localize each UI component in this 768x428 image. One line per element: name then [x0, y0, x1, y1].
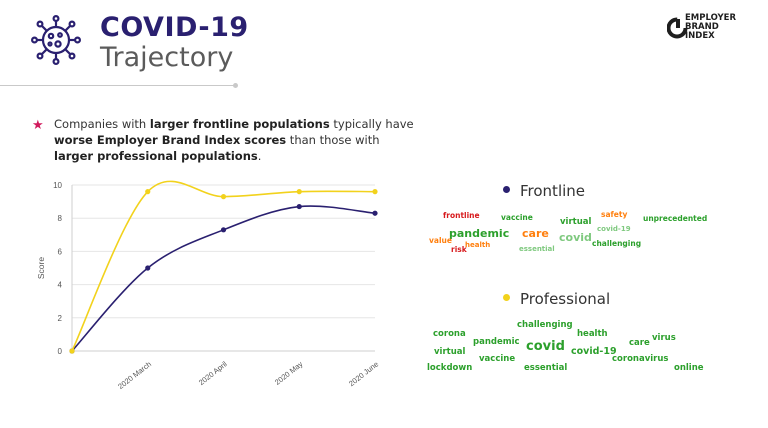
frontline-word: essential	[519, 245, 555, 253]
frontline-word: care	[522, 227, 549, 240]
frontline-word: risk	[451, 245, 467, 254]
key-insight: Companies with larger frontline populati…	[54, 116, 414, 164]
series-line-professional	[71, 180, 376, 352]
logo-text-line: EMPLOYER	[685, 13, 737, 23]
professional-word: lockdown	[427, 363, 473, 373]
legend-professional-label: Professional	[520, 290, 611, 308]
data-point-professional	[69, 348, 75, 354]
frontline-word: safety	[601, 210, 628, 219]
series-line-frontline	[71, 205, 376, 352]
frontline-word: challenging	[592, 239, 642, 248]
professional-word: covid-19	[571, 346, 617, 357]
frontline-word: health	[465, 241, 491, 249]
frontline-word: virtual	[560, 217, 592, 227]
insight-text: than those with	[286, 133, 380, 147]
professional-word: corona	[433, 329, 466, 339]
professional-word: coronavirus	[612, 354, 669, 364]
y-axis-label: Score	[36, 257, 46, 279]
frontline-word: vaccine	[501, 213, 533, 222]
professional-word: health	[577, 329, 608, 339]
data-point-professional	[145, 189, 151, 195]
data-point-frontline	[145, 265, 151, 271]
professional-word: pandemic	[473, 337, 520, 347]
frontline-word: value	[429, 236, 452, 245]
insight-text: typically have	[329, 117, 414, 131]
y-tick-label: 0	[58, 347, 63, 356]
y-tick-label: 4	[58, 281, 63, 290]
frontline-word: unprecedented	[643, 214, 708, 223]
legend-professional: Professional	[503, 290, 610, 308]
data-point-frontline	[372, 210, 378, 216]
professional-word: care	[629, 338, 650, 348]
title-divider	[0, 85, 236, 86]
y-tick-label: 8	[58, 214, 63, 223]
legend-frontline-label: Frontline	[520, 182, 586, 200]
insight-emphasis: worse Employer Brand Index scores	[54, 133, 287, 147]
logo-text: EMPLOYER BRAND INDEX	[685, 14, 736, 41]
data-point-professional	[296, 189, 302, 195]
frontline-word: covid	[559, 231, 592, 244]
legend-frontline-dot	[503, 186, 510, 193]
frontline-word: frontline	[443, 211, 480, 220]
legend-professional-dot	[503, 294, 510, 301]
professional-word: essential	[524, 363, 568, 373]
insight-text: Companies with	[54, 117, 150, 131]
page-title: COVID-19	[100, 12, 249, 43]
score-trajectory-chart: 0 2 4 6 8 10 Score 2020 March 2020 April 2020 May…	[36, 180, 380, 391]
professional-word: covid	[526, 339, 565, 354]
insight-emphasis: larger frontline populations	[149, 117, 330, 131]
data-point-professional	[220, 194, 227, 200]
logo-text-line: BRAND	[685, 22, 719, 32]
professional-word: challenging	[517, 320, 573, 330]
data-point-frontline	[220, 227, 227, 233]
x-tick-label: 2020 June	[347, 359, 380, 388]
insight-emphasis: larger professional populations	[54, 149, 258, 163]
professional-word: virus	[652, 333, 676, 343]
frontline-word: pandemic	[449, 227, 510, 240]
y-tick-label: 10	[53, 181, 62, 190]
star-icon: ★	[32, 117, 44, 132]
logo-text-line: INDEX	[685, 31, 715, 41]
data-point-frontline	[296, 203, 302, 210]
professional-word: virtual	[434, 347, 466, 357]
insight-text: .	[257, 149, 262, 163]
x-tick-label: 2020 April	[197, 359, 229, 387]
legend-frontline: Frontline	[503, 182, 585, 200]
title-divider-dot	[233, 83, 238, 88]
y-tick-label: 2	[58, 314, 63, 323]
x-tick-label: 2020 March	[116, 359, 153, 390]
professional-word: vaccine	[479, 354, 516, 364]
data-point-professional	[372, 189, 378, 195]
professional-word: online	[674, 363, 704, 373]
virus-icon	[30, 14, 81, 65]
x-tick-label: 2020 May	[273, 359, 305, 387]
y-tick-label: 6	[58, 247, 63, 256]
employer-brand-index-logo	[667, 17, 688, 39]
page-subtitle: Trajectory	[100, 42, 234, 73]
frontline-word: covid-19	[597, 225, 631, 233]
